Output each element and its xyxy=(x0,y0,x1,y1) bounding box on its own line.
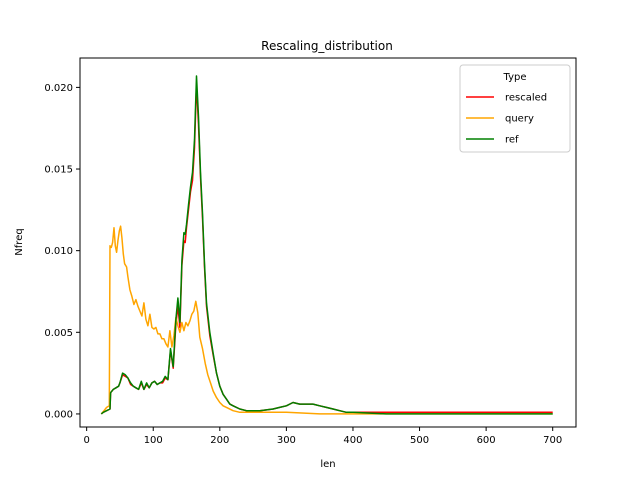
y-tick-label: 0.010 xyxy=(44,246,73,257)
x-tick-label: 500 xyxy=(410,435,429,446)
y-tick-label: 0.000 xyxy=(44,409,73,420)
x-tick-label: 0 xyxy=(83,435,89,446)
legend-box xyxy=(459,64,571,153)
legend-label-query: query xyxy=(505,114,534,125)
series-line-query xyxy=(100,225,553,415)
y-tick-label: 0.020 xyxy=(44,83,73,94)
legend-title: Type xyxy=(503,72,527,83)
legend-items: rescaled query ref xyxy=(466,93,547,146)
x-axis-ticks: 0 100 200 300 400 500 600 700 xyxy=(83,427,562,446)
x-tick-label: 300 xyxy=(277,435,296,446)
x-tick-label: 700 xyxy=(543,435,562,446)
plot-lines xyxy=(100,75,553,415)
y-axis-ticks: 0.000 0.005 0.010 0.015 0.020 xyxy=(44,83,80,420)
y-tick-label: 0.005 xyxy=(44,328,73,339)
legend-label-rescaled: rescaled xyxy=(505,93,547,104)
x-tick-label: 600 xyxy=(477,435,496,446)
axes-frame xyxy=(79,57,577,428)
y-axis-label: Nfreq xyxy=(14,228,25,255)
series-line-ref xyxy=(100,75,553,415)
chart-title: Rescaling_distribution xyxy=(261,39,393,53)
x-tick-label: 400 xyxy=(343,435,362,446)
legend-label-ref: ref xyxy=(505,135,519,146)
x-tick-label: 100 xyxy=(144,435,163,446)
x-tick-label: 200 xyxy=(210,435,229,446)
x-axis-label: len xyxy=(320,459,335,470)
legend: Type rescaled query ref xyxy=(459,64,571,153)
y-tick-label: 0.015 xyxy=(44,165,73,176)
